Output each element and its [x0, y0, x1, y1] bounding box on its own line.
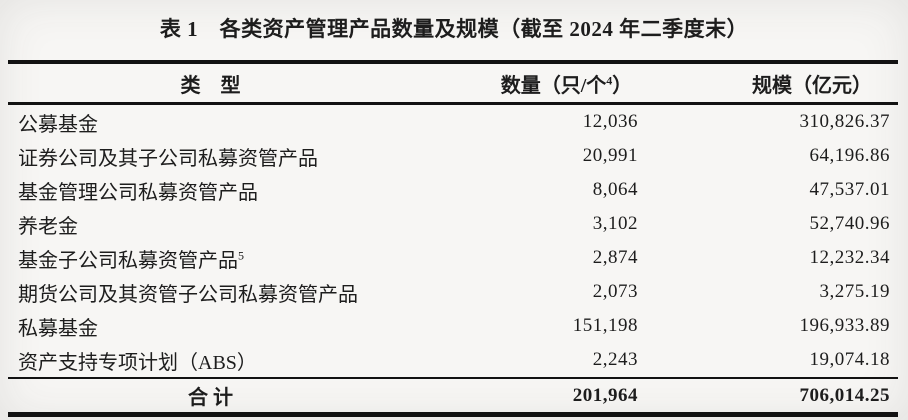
scale-cell: 310,826.37	[799, 111, 890, 132]
table-row: 私募基金 151,198 196,933.89	[8, 309, 898, 343]
table-row: 期货公司及其资管子公司私募资管产品 2,073 3,275.19	[8, 275, 898, 309]
type-cell: 资产支持专项计划（ABS）	[8, 346, 443, 375]
table-row: 基金子公司私募资管产品5 2,874 12,232.34	[8, 241, 898, 275]
type-label: 基金管理公司私募资管产品	[18, 181, 258, 204]
header-quantity-close: ）	[612, 74, 633, 97]
table-row: 证券公司及其子公司私募资管产品 20,991 64,196.86	[8, 139, 898, 173]
type-cell: 基金子公司私募资管产品5	[8, 244, 443, 273]
type-label: 资产支持专项计划（ABS）	[18, 351, 257, 374]
total-scale: 706,014.25	[799, 384, 890, 406]
type-label: 期货公司及其资管子公司私募资管产品	[18, 283, 358, 306]
type-cell: 公募基金	[8, 108, 443, 137]
quantity-cell: 3,102	[592, 213, 638, 234]
quantity-cell: 151,198	[572, 315, 638, 336]
scale-cell: 3,275.19	[819, 281, 890, 302]
footnote-ref-5: 5	[238, 247, 244, 262]
scale-cell: 196,933.89	[799, 315, 890, 336]
scale-cell: 52,740.96	[809, 213, 890, 234]
type-label: 养老金	[18, 215, 78, 238]
quantity-cell: 2,874	[592, 247, 638, 268]
type-label: 公募基金	[18, 113, 98, 136]
header-type: 类 型	[180, 74, 241, 97]
quantity-cell: 2,243	[592, 349, 638, 370]
footnote-ref-4: 4	[606, 72, 613, 87]
scale-cell: 47,537.01	[809, 179, 890, 200]
total-quantity: 201,964	[572, 384, 638, 406]
quantity-cell: 8,064	[592, 179, 638, 200]
table-title: 表 1 各类资产管理产品数量及规模（截至 2024 年二季度末）	[159, 17, 749, 41]
table-header-row: 类 型 数量（只/个4） 规模（亿元）	[8, 60, 898, 105]
table-row: 养老金 3,102 52,740.96	[8, 207, 898, 241]
scale-cell: 12,232.34	[809, 247, 890, 268]
data-table: 类 型 数量（只/个4） 规模（亿元） 公募基金 12,036 310,826.…	[8, 60, 898, 417]
quantity-cell: 2,073	[592, 281, 638, 302]
table-row: 基金管理公司私募资管产品 8,064 47,537.01	[8, 173, 898, 207]
table-body: 公募基金 12,036 310,826.37 证券公司及其子公司私募资管产品 2…	[8, 105, 898, 377]
table-row: 资产支持专项计划（ABS） 2,243 19,074.18	[8, 343, 898, 377]
header-quantity: 数量（只/个4）	[443, 69, 638, 98]
type-cell: 期货公司及其资管子公司私募资管产品	[8, 278, 443, 307]
table-total-row: 合 计 201,964 706,014.25	[8, 377, 898, 417]
scale-cell: 19,074.18	[809, 349, 890, 370]
quantity-cell: 20,991	[582, 145, 638, 166]
type-label: 基金子公司私募资管产品	[18, 249, 238, 272]
type-cell: 基金管理公司私募资管产品	[8, 176, 443, 205]
type-label: 私募基金	[18, 317, 98, 340]
header-scale: 规模（亿元）	[752, 74, 872, 97]
table-row: 公募基金 12,036 310,826.37	[8, 105, 898, 139]
type-cell: 证券公司及其子公司私募资管产品	[8, 142, 443, 171]
type-label: 证券公司及其子公司私募资管产品	[18, 147, 318, 170]
quantity-cell: 12,036	[582, 111, 638, 132]
type-cell: 养老金	[8, 210, 443, 239]
total-label: 合 计	[188, 387, 233, 409]
type-cell: 私募基金	[8, 312, 443, 341]
scale-cell: 64,196.86	[809, 145, 890, 166]
header-quantity-text: 数量（只/个	[500, 74, 607, 97]
